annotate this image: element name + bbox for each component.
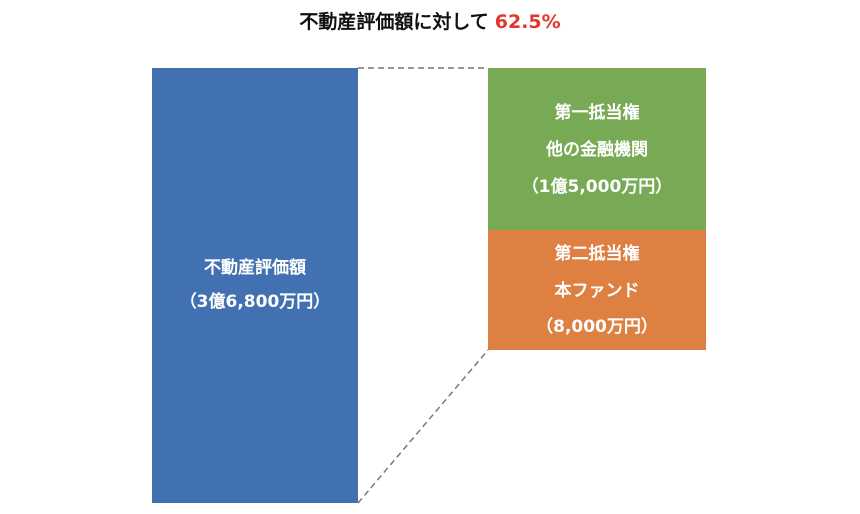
block-label: 不動産評価額: [204, 257, 306, 278]
block-label: 第二抵当権: [555, 243, 640, 264]
second-mortgage-block: [488, 230, 706, 350]
title: 不動産評価額に対して 62.5%: [299, 10, 560, 33]
block-label: 本ファンド: [555, 280, 640, 301]
title-ratio: 62.5%: [495, 11, 561, 33]
block-label: （3億6,800万円）: [180, 291, 331, 312]
block-label: （8,000万円）: [536, 316, 658, 337]
block-label: 他の金融機関: [545, 139, 648, 160]
first-mortgage-block: [488, 68, 706, 230]
property-block: [152, 68, 358, 503]
block-label: 第一抵当権: [555, 102, 640, 123]
title-text: 不動産評価額に対して: [299, 10, 488, 33]
block-label: （1億5,000万円）: [522, 176, 673, 197]
connector: [357, 349, 489, 504]
